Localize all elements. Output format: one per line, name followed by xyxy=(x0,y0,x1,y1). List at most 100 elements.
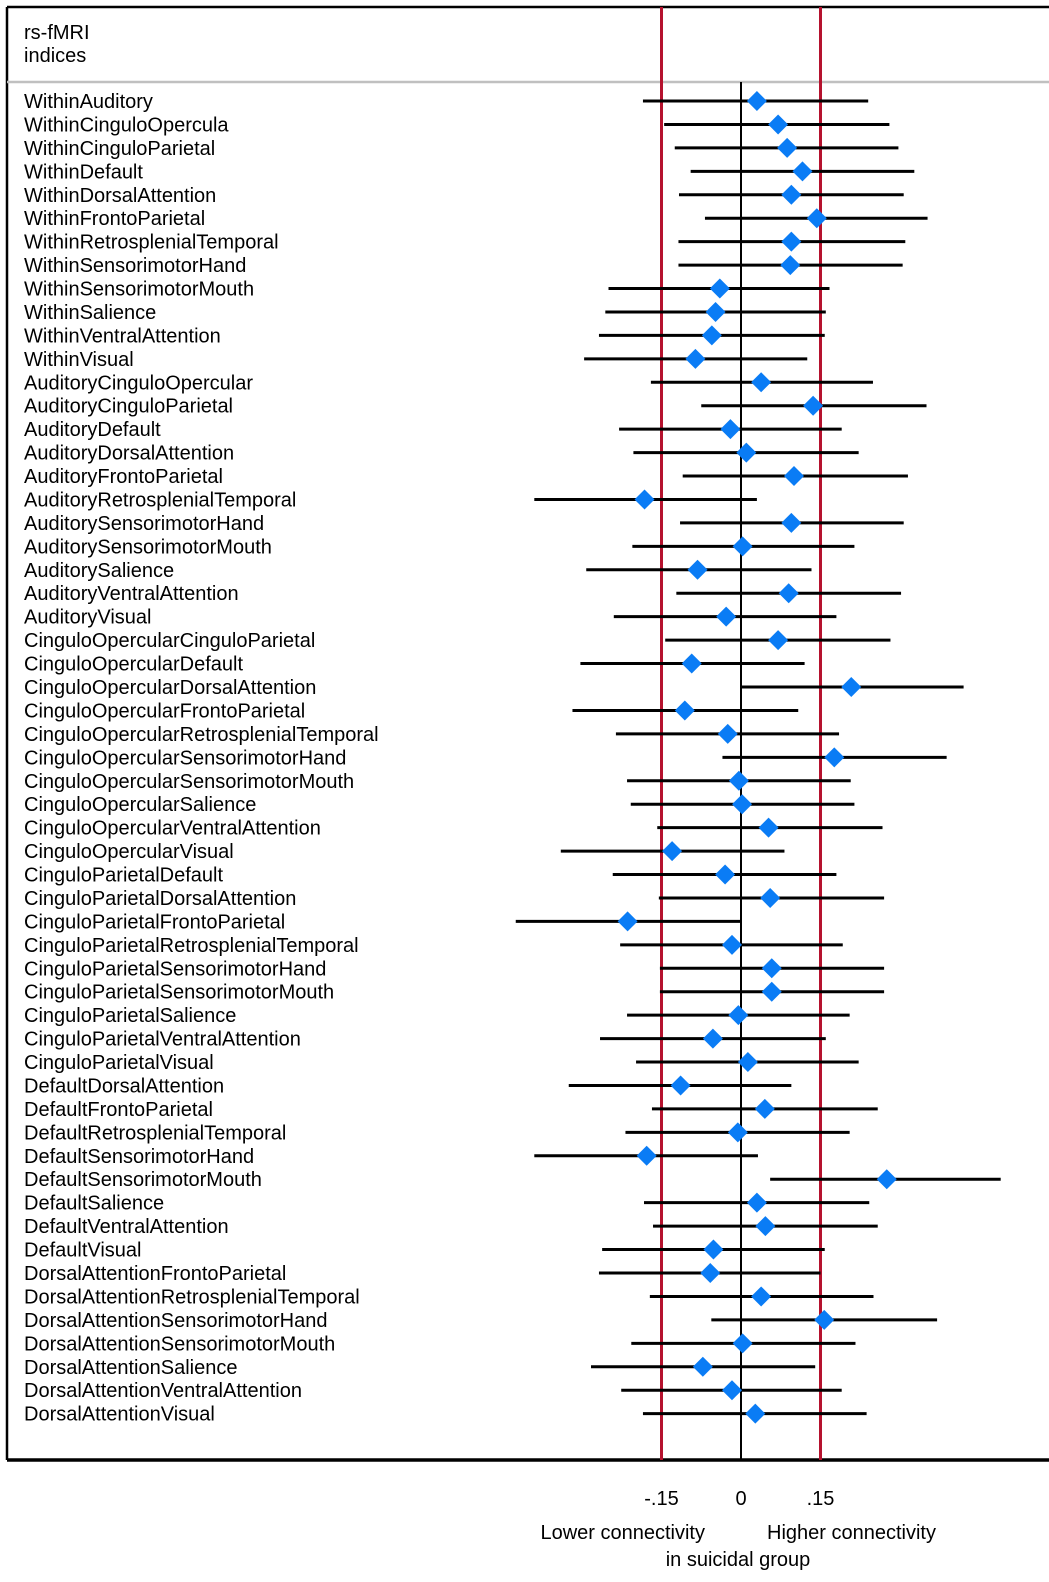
estimate-marker xyxy=(634,489,655,510)
estimate-marker xyxy=(761,981,782,1002)
forest-row: DefaultSensorimotorMouth xyxy=(24,1169,1001,1191)
estimate-marker xyxy=(781,184,802,205)
estimate-marker xyxy=(715,864,736,885)
estimate-marker xyxy=(781,231,802,252)
estimate-marker xyxy=(780,255,801,276)
forest-row: CinguloParietalVisual xyxy=(24,1052,859,1074)
forest-row: CinguloOpercularVentralAttention xyxy=(24,817,883,840)
row-label: WithinVentralAttention xyxy=(24,325,221,347)
estimate-marker xyxy=(732,794,753,815)
forest-row: DorsalAttentionRetrosplenialTemporal xyxy=(24,1286,874,1308)
forest-row: CinguloParietalSensorimotorHand xyxy=(24,958,885,980)
row-label: CinguloOpercularDefault xyxy=(24,654,243,676)
row-label: AuditoryCinguloOpercular xyxy=(24,372,253,394)
row-label: CinguloOpercularSalience xyxy=(24,794,256,816)
row-label: DefaultRetrosplenialTemporal xyxy=(24,1122,286,1144)
estimate-marker xyxy=(792,161,813,182)
row-label: DorsalAttentionRetrosplenialTemporal xyxy=(24,1286,360,1308)
forest-row: AuditoryDorsalAttention xyxy=(24,442,859,465)
row-label: WithinDorsalAttention xyxy=(24,185,216,207)
forest-row: CinguloOpercularCinguloParietal xyxy=(24,630,891,652)
estimate-marker xyxy=(841,677,862,697)
forest-row: AuditorySensorimotorHand xyxy=(24,512,904,535)
row-label: AuditoryVisual xyxy=(24,607,151,629)
estimate-marker xyxy=(727,1122,748,1143)
row-label: CinguloOpercularSensorimotorHand xyxy=(24,747,346,769)
estimate-marker xyxy=(746,1192,767,1213)
row-label: WithinSensorimotorMouth xyxy=(24,279,254,301)
estimate-marker xyxy=(636,1145,657,1166)
forest-row: WithinSensorimotorMouth xyxy=(24,278,830,301)
row-label: CinguloParietalVentralAttention xyxy=(24,1029,301,1051)
forest-row: WithinVentralAttention xyxy=(24,325,825,347)
row-label: CinguloParietalDefault xyxy=(24,865,223,887)
row-label: DorsalAttentionVisual xyxy=(24,1404,215,1426)
forest-row: CinguloOpercularDefault xyxy=(24,653,805,676)
row-label: CinguloParietalDorsalAttention xyxy=(24,888,296,910)
row-label: CinguloOpercularVentralAttention xyxy=(24,818,321,840)
row-label: WithinSensorimotorHand xyxy=(24,255,246,277)
forest-row: WithinCinguloOpercula xyxy=(24,114,890,136)
forest-row: CinguloParietalSensorimotorMouth xyxy=(24,981,885,1004)
forest-row: AuditoryCinguloParietal xyxy=(24,395,927,418)
row-label: WithinSalience xyxy=(24,302,156,324)
row-label: CinguloOpercularDorsalAttention xyxy=(24,677,316,699)
x-tick-label: -.15 xyxy=(644,1488,678,1510)
estimate-marker xyxy=(617,911,638,932)
row-label: AuditoryRetrosplenialTemporal xyxy=(24,489,296,511)
row-label: DefaultSensorimotorHand xyxy=(24,1146,254,1168)
estimate-marker xyxy=(803,395,824,416)
forest-row: CinguloOpercularSalience xyxy=(24,794,855,816)
row-label: CinguloOpercularCinguloParietal xyxy=(24,630,315,652)
row-label: CinguloOpercularRetrosplenialTemporal xyxy=(24,724,379,746)
forest-row: DorsalAttentionFrontoParietal xyxy=(24,1263,821,1285)
row-label: DefaultFrontoParietal xyxy=(24,1099,213,1121)
forest-row: AuditoryFrontoParietal xyxy=(24,466,908,488)
row-label: DefaultVentralAttention xyxy=(24,1216,229,1238)
forest-row: AuditorySalience xyxy=(24,559,812,582)
forest-row: CinguloOpercularSensorimotorHand xyxy=(24,747,947,769)
estimate-marker xyxy=(709,278,730,299)
annotation-higher-connectivity: Higher connectivity xyxy=(767,1522,936,1544)
row-label: DefaultVisual xyxy=(24,1240,141,1262)
estimate-marker xyxy=(720,419,741,440)
estimate-marker xyxy=(702,1028,723,1049)
forest-row: DefaultFrontoParietal xyxy=(24,1098,878,1121)
row-label: AuditorySensorimotorHand xyxy=(24,513,264,535)
forest-row: AuditoryVisual xyxy=(24,606,837,629)
forest-row: WithinDefault xyxy=(24,161,915,183)
row-label: WithinFrontoParietal xyxy=(24,208,205,230)
row-label: DefaultDorsalAttention xyxy=(24,1075,224,1097)
estimate-marker xyxy=(777,137,798,158)
row-label: CinguloParietalSalience xyxy=(24,1005,236,1027)
row-label: DorsalAttentionSalience xyxy=(24,1357,237,1379)
forest-row: WithinDorsalAttention xyxy=(24,184,904,207)
row-label: AuditoryCinguloParietal xyxy=(24,396,233,418)
estimate-marker xyxy=(806,208,827,229)
forest-row: CinguloOpercularVisual xyxy=(24,841,785,863)
forest-row: WithinCinguloParietal xyxy=(24,137,899,160)
row-label: CinguloOpercularVisual xyxy=(24,841,234,863)
forest-row: WithinVisual xyxy=(24,348,808,371)
forest-row: WithinSalience xyxy=(24,301,826,324)
forest-row: DorsalAttentionSalience xyxy=(24,1356,816,1379)
forest-row: DefaultDorsalAttention xyxy=(24,1075,792,1097)
forest-row: CinguloOpercularDorsalAttention xyxy=(24,677,964,699)
estimate-marker xyxy=(814,1309,835,1330)
row-label: CinguloParietalRetrosplenialTemporal xyxy=(24,935,359,957)
x-tick-label: .15 xyxy=(807,1488,835,1510)
row-label: DorsalAttentionVentralAttention xyxy=(24,1380,302,1402)
row-label: WithinRetrosplenialTemporal xyxy=(24,232,279,254)
estimate-marker xyxy=(728,770,749,791)
forest-row: DefaultVisual xyxy=(24,1239,825,1262)
estimate-marker xyxy=(721,934,742,955)
row-label: DorsalAttentionSensorimotorMouth xyxy=(24,1333,335,1355)
row-label: CinguloOpercularFrontoParietal xyxy=(24,700,305,722)
row-label: DefaultSensorimotorMouth xyxy=(24,1169,262,1191)
row-label: CinguloOpercularSensorimotorMouth xyxy=(24,771,354,793)
row-label: CinguloParietalSensorimotorMouth xyxy=(24,982,334,1004)
forest-row: CinguloParietalSalience xyxy=(24,1005,850,1027)
forest-rows: WithinAuditoryWithinCinguloOperculaWithi… xyxy=(24,91,1001,1426)
estimate-marker xyxy=(705,301,726,322)
